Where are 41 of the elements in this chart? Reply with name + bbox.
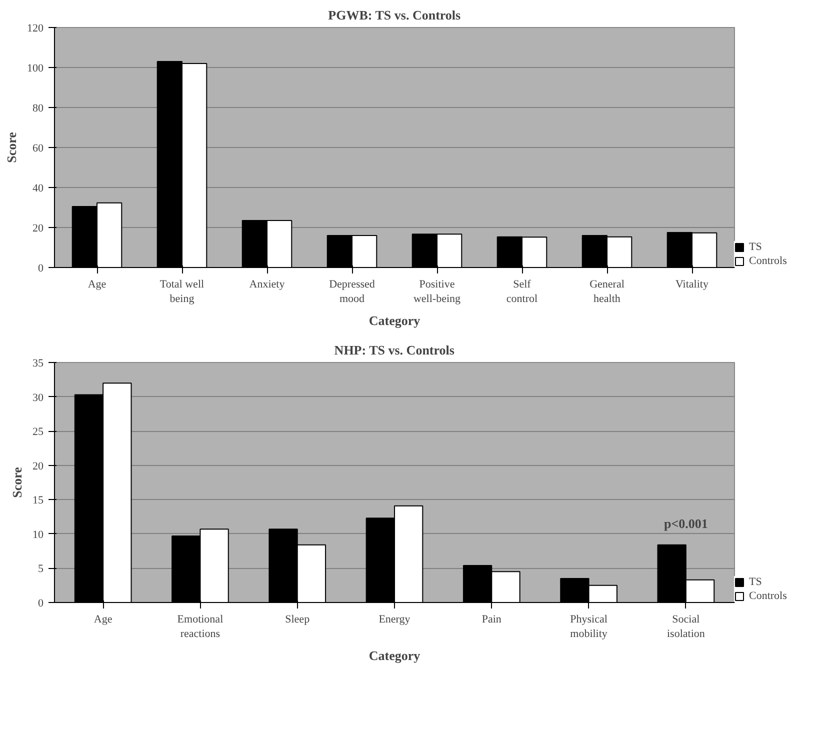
chart-title: NHP: TS vs. Controls bbox=[334, 342, 454, 358]
annotation: p<0.001 bbox=[664, 516, 708, 531]
y-tick-label: 80 bbox=[32, 102, 44, 114]
x-tick-label: Depressed mood bbox=[329, 278, 376, 305]
x-tick-label: Self control bbox=[506, 278, 538, 305]
x-tick-label: Anxiety bbox=[249, 278, 286, 290]
y-tick-label: 0 bbox=[38, 262, 44, 274]
legend-label: Controls bbox=[749, 255, 787, 267]
y-tick-label: 25 bbox=[32, 426, 44, 438]
y-tick-label: 20 bbox=[32, 222, 44, 234]
x-axis-title: Category bbox=[368, 312, 421, 328]
x-tick-label: Physical mobility bbox=[570, 614, 608, 640]
x-tick-label: Emotional reactions bbox=[177, 614, 224, 640]
y-tick-label: 5 bbox=[38, 563, 44, 576]
x-tick-label: Total well being bbox=[160, 278, 204, 305]
y-axis-title: Score bbox=[4, 132, 19, 163]
legend-label: Controls bbox=[749, 590, 787, 602]
x-tick-label: General health bbox=[590, 278, 624, 305]
y-tick-label: 40 bbox=[32, 182, 44, 194]
x-tick-label: Age bbox=[88, 278, 106, 290]
y-tick-label: 15 bbox=[32, 494, 44, 507]
y-tick-label: 0 bbox=[38, 598, 44, 610]
x-tick-label: Energy bbox=[378, 614, 411, 626]
y-axis-title: Score bbox=[10, 466, 24, 498]
legend-label: TS bbox=[749, 576, 763, 588]
x-tick-label: Age bbox=[94, 614, 112, 626]
x-axis-title: Category bbox=[368, 648, 421, 663]
y-tick-label: 100 bbox=[27, 62, 44, 74]
legend-label: TS bbox=[749, 241, 763, 253]
x-tick-label: Social isolation bbox=[666, 614, 706, 640]
y-tick-label: 30 bbox=[32, 392, 44, 404]
y-tick-label: 120 bbox=[27, 22, 44, 34]
chart-title: PGWB: TS vs. Controls bbox=[328, 8, 461, 22]
x-tick-label: Positive well-being bbox=[413, 278, 462, 305]
x-tick-label: Sleep bbox=[285, 614, 310, 626]
y-tick-label: 60 bbox=[32, 142, 44, 154]
y-tick-label: 35 bbox=[32, 358, 44, 370]
y-tick-label: 20 bbox=[32, 460, 44, 472]
y-tick-label: 10 bbox=[32, 528, 44, 541]
x-tick-label: Vitality bbox=[676, 278, 709, 290]
x-tick-label: Pain bbox=[482, 614, 502, 626]
